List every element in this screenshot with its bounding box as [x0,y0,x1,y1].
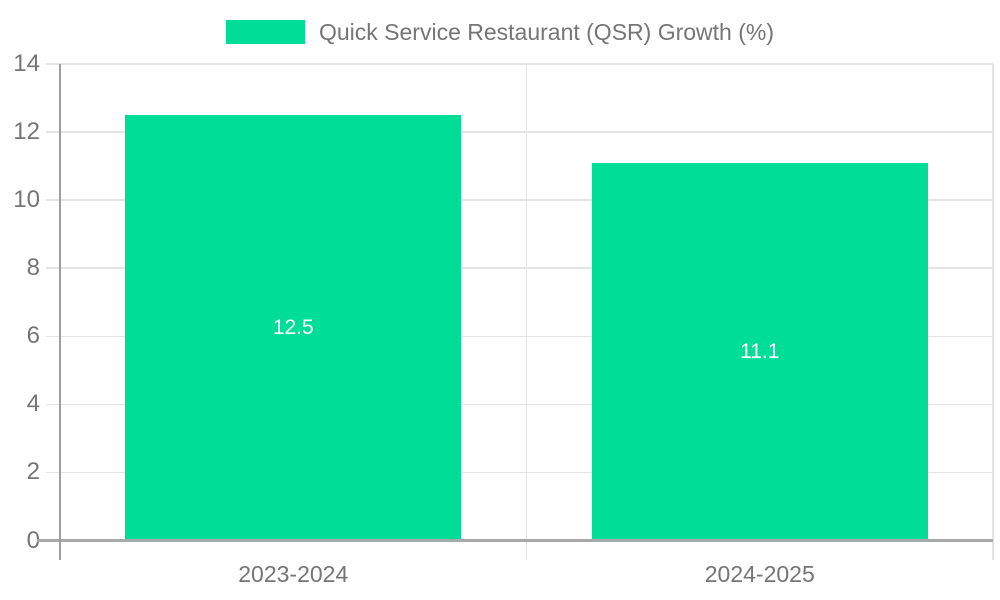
y-tick-label: 10 [13,186,40,214]
gridline [46,471,993,474]
y-tick-label: 4 [26,390,40,418]
bar-value-label: 12.5 [272,315,314,339]
y-tick-label: 8 [26,254,40,282]
y-tick-label: 14 [13,50,40,77]
bar-value-label: 11.1 [740,339,780,363]
x-tick-label: 2023-2024 [238,561,349,587]
gridline [46,63,993,65]
y-tick-label: 12 [13,118,40,146]
gridline [46,131,993,133]
y-axis-line [58,64,61,560]
bar [125,115,462,540]
legend-swatch-icon [225,20,305,44]
x-tick-label: 2024-2025 [704,561,815,587]
y-tick-label: 6 [26,322,40,350]
y-tick-label: 2 [26,458,40,486]
y-tick-label: 0 [26,526,40,554]
legend-label: Quick Service Restaurant (QSR) Growth (%… [318,19,774,45]
category-divider-line [525,64,528,560]
x-axis-baseline [37,539,993,542]
gridline [46,403,993,406]
gridline [46,199,993,201]
legend: Quick Service Restaurant (QSR) Growth (%… [0,19,1000,45]
gridline [46,267,993,269]
gridline [46,335,993,338]
bar [591,162,928,540]
plot-right-border [992,64,994,560]
